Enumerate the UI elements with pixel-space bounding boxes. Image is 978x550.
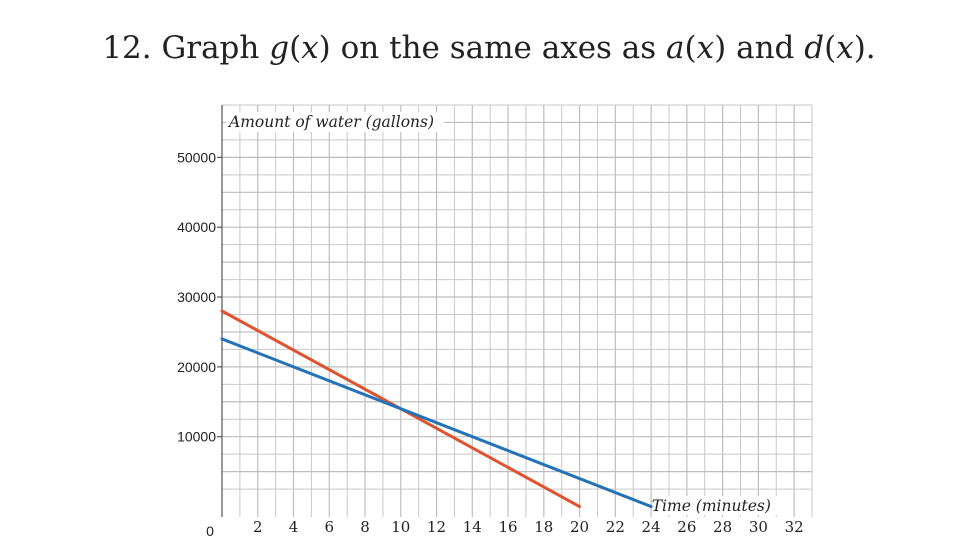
x-tick-label: 24: [642, 518, 661, 536]
y-tick-label: 50000: [177, 149, 216, 165]
x-tick-label: 14: [463, 518, 482, 536]
y-tick-label: 20000: [177, 359, 216, 375]
question-title: 12. Graph g(x) on the same axes as a(x) …: [102, 30, 876, 66]
x-axis-title-bg: [653, 496, 784, 515]
x-tick-label: 4: [289, 518, 299, 536]
y-axis-title-bg: [226, 112, 444, 132]
x-tick-label: 10: [391, 518, 410, 536]
y-tick-label: 40000: [177, 219, 216, 235]
x-tick-label: 30: [749, 518, 768, 536]
x-tick-label: 20: [570, 518, 589, 536]
x-tick-label: 2: [253, 518, 263, 536]
y-tick-label: 10000: [177, 429, 216, 445]
y-tick-label: 30000: [177, 289, 216, 305]
x-tick-label: 26: [677, 518, 696, 536]
series-line-2: [220, 337, 653, 509]
x-tick-label: 22: [606, 518, 625, 536]
x-tick-label: 12: [427, 518, 446, 536]
origin-label: 0: [206, 523, 214, 539]
x-tick-label: 32: [785, 518, 804, 536]
x-tick-label: 16: [499, 518, 518, 536]
x-tick-label: 28: [713, 518, 732, 536]
y-axis-title: Amount of water (gallons): [227, 113, 434, 131]
x-tick-label: 6: [324, 518, 334, 536]
x-tick-label: 8: [360, 518, 370, 536]
x-tick-label: 18: [534, 518, 553, 536]
x-axis-title: Time (minutes): [652, 497, 771, 515]
